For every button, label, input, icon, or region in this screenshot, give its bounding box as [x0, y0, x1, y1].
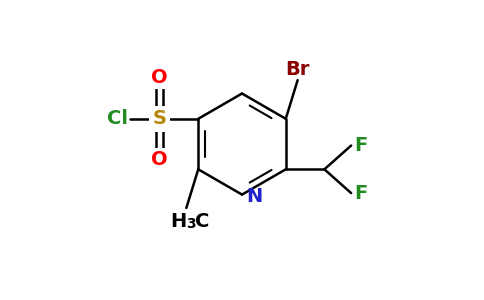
- Text: O: O: [151, 150, 168, 169]
- Text: S: S: [152, 109, 166, 128]
- Text: C: C: [195, 212, 209, 230]
- Text: Br: Br: [286, 60, 310, 79]
- Text: F: F: [355, 136, 368, 155]
- Text: N: N: [246, 187, 262, 206]
- Text: H: H: [170, 212, 186, 230]
- Text: 3: 3: [186, 217, 196, 231]
- Text: Cl: Cl: [106, 109, 127, 128]
- Text: F: F: [355, 184, 368, 202]
- Text: O: O: [151, 68, 168, 87]
